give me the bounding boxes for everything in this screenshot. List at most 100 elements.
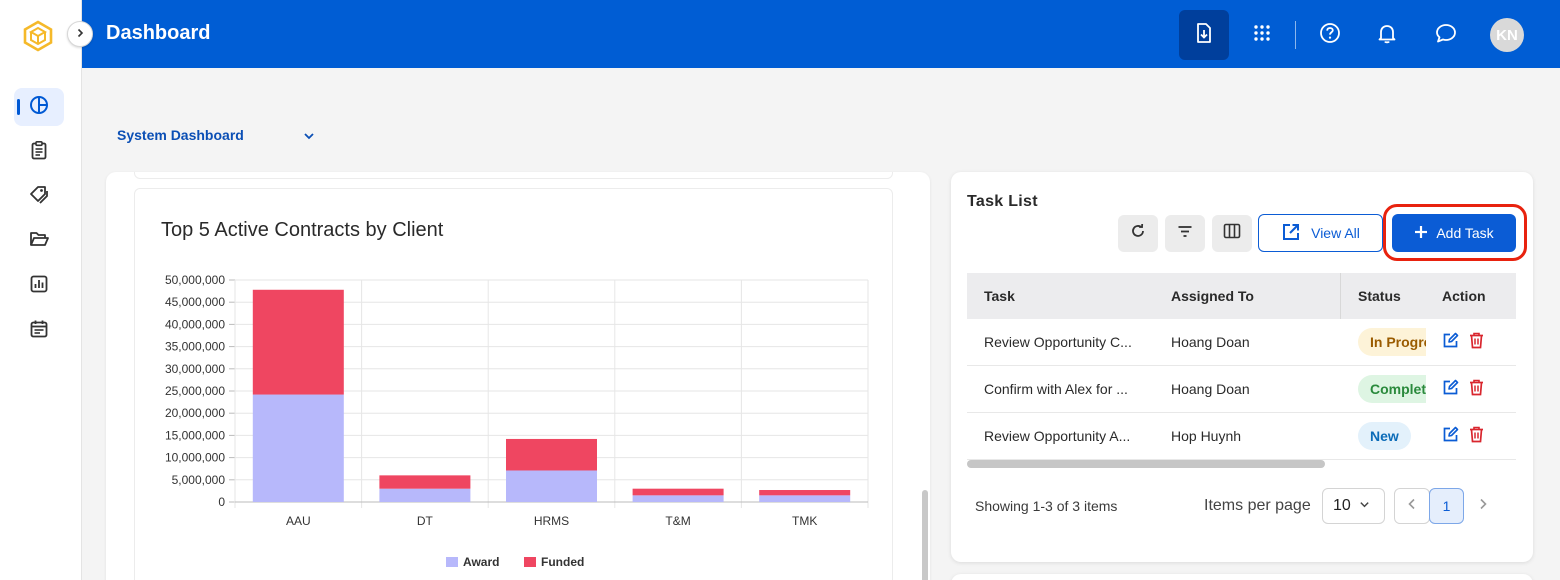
y-tick-label: 10,000,000 (165, 451, 225, 465)
y-tick-label: 40,000,000 (165, 317, 225, 331)
top-header: Dashboard KN (82, 0, 1560, 68)
task-name[interactable]: Review Opportunity C... (984, 334, 1132, 350)
edit-icon[interactable] (1442, 426, 1459, 446)
sidebar-item-calendar[interactable] (14, 312, 64, 350)
apps-grid-button[interactable] (1248, 10, 1276, 60)
page-title: Dashboard (106, 22, 211, 44)
download-button[interactable] (1179, 10, 1229, 60)
sidebar-expand-button[interactable] (67, 21, 93, 47)
legend-label[interactable]: Award (463, 555, 499, 569)
bar-funded[interactable] (759, 490, 851, 496)
download-file-icon (1194, 22, 1214, 49)
sidebar-item-folders[interactable] (14, 222, 64, 260)
bar-award[interactable] (252, 394, 344, 502)
page-button-current[interactable]: 1 (1429, 488, 1464, 524)
view-all-button[interactable]: View All (1258, 214, 1383, 252)
column-header-assigned-to[interactable]: Assigned To (1171, 288, 1254, 304)
task-status: Complete (1358, 375, 1426, 403)
edit-icon[interactable] (1442, 379, 1459, 399)
chart-panel: Top 5 Active Contracts by Client 0 5,000,… (106, 172, 930, 580)
plus-icon (1414, 225, 1428, 242)
task-assignee: Hop Huynh (1171, 428, 1242, 444)
pagination-summary: Showing 1-3 of 3 items (975, 498, 1118, 514)
bar-award[interactable] (632, 495, 724, 502)
bar-award[interactable] (506, 470, 597, 502)
task-name[interactable]: Confirm with Alex for ... (984, 381, 1128, 397)
bar-funded[interactable] (632, 488, 724, 496)
table-horizontal-scrollbar-thumb[interactable] (967, 460, 1325, 468)
legend-label[interactable]: Funded (541, 555, 584, 569)
bar-funded[interactable] (506, 438, 597, 471)
table-row[interactable]: Confirm with Alex for ... Hoang Doan Compl… (967, 366, 1516, 413)
next-panel-edge (951, 574, 1533, 580)
apps-grid-icon (1253, 24, 1271, 47)
previous-card-edge (134, 172, 893, 179)
external-link-icon (1281, 222, 1301, 245)
column-header-action: Action (1442, 288, 1486, 304)
y-tick-label: 35,000,000 (165, 340, 225, 354)
y-tick-label: 20,000,000 (165, 406, 225, 420)
delete-icon[interactable] (1469, 426, 1484, 446)
bar-award[interactable] (759, 495, 851, 502)
column-header-task[interactable]: Task (984, 288, 1015, 304)
sidebar-item-dashboard[interactable] (14, 88, 64, 126)
chevron-left-icon (1407, 497, 1417, 515)
refresh-button[interactable] (1118, 215, 1158, 252)
task-table: Task Assigned To Status Action Review Op… (967, 273, 1516, 460)
table-row[interactable]: Review Opportunity A... Hop Huynh New (967, 413, 1516, 460)
table-row[interactable]: Review Opportunity C... Hoang Doan In Prog… (967, 319, 1516, 366)
add-task-button[interactable]: Add Task (1392, 214, 1516, 252)
items-per-page-select[interactable]: 10 (1322, 488, 1385, 524)
notifications-button[interactable] (1373, 10, 1401, 60)
y-tick-label: 30,000,000 (165, 362, 225, 376)
x-tick-label: T&M (665, 514, 690, 528)
edit-icon[interactable] (1442, 332, 1459, 352)
filter-button[interactable] (1165, 215, 1205, 252)
sidebar-item-tags[interactable] (14, 178, 64, 216)
x-tick-label: TMK (792, 514, 817, 528)
y-tick-label: 45,000,000 (165, 295, 225, 309)
status-badge: Complete (1358, 375, 1426, 403)
task-actions (1442, 332, 1484, 352)
contracts-chart-card: Top 5 Active Contracts by Client 0 5,000,… (134, 188, 893, 580)
x-tick-label: DT (417, 514, 434, 528)
bar-chart-icon (29, 274, 49, 299)
y-tick-label: 15,000,000 (165, 428, 225, 442)
chat-bubble-icon (1434, 22, 1458, 49)
delete-icon[interactable] (1469, 379, 1484, 399)
delete-icon[interactable] (1469, 332, 1484, 352)
tags-icon (29, 185, 49, 210)
table-horizontal-scrollbar[interactable] (967, 460, 1516, 468)
task-name[interactable]: Review Opportunity A... (984, 428, 1131, 444)
sidebar-item-reports[interactable] (14, 267, 64, 305)
dashboard-selector-value: System Dashboard (117, 127, 244, 143)
app-logo[interactable] (22, 20, 54, 52)
next-page-button[interactable] (1465, 488, 1501, 524)
add-task-label: Add Task (1436, 225, 1494, 241)
column-header-status[interactable]: Status (1358, 288, 1401, 304)
x-tick-label: AAU (286, 514, 311, 528)
help-button[interactable] (1316, 10, 1344, 60)
bell-icon (1376, 22, 1398, 49)
columns-button[interactable] (1212, 215, 1252, 252)
dashboard-selector[interactable]: System Dashboard (117, 127, 314, 143)
bar-funded[interactable] (379, 475, 471, 489)
chart-title: Top 5 Active Contracts by Client (161, 219, 444, 241)
columns-icon (1223, 223, 1241, 244)
y-tick-label: 25,000,000 (165, 384, 225, 398)
refresh-icon (1130, 223, 1146, 244)
chevron-down-icon (303, 129, 315, 147)
panel-scrollbar-thumb[interactable] (922, 490, 928, 580)
user-avatar[interactable]: KN (1490, 18, 1524, 52)
previous-page-button[interactable] (1394, 488, 1430, 524)
task-list-title: Task List (967, 193, 1038, 210)
folder-open-icon (29, 229, 49, 254)
status-badge: New (1358, 422, 1411, 450)
help-icon (1319, 22, 1341, 49)
chat-button[interactable] (1432, 10, 1460, 60)
sidebar-item-contracts[interactable] (14, 133, 64, 171)
y-tick-label: 0 (218, 495, 225, 509)
bar-funded[interactable] (252, 289, 344, 395)
status-badge: In Progress (1358, 328, 1426, 356)
bar-award[interactable] (379, 488, 471, 502)
